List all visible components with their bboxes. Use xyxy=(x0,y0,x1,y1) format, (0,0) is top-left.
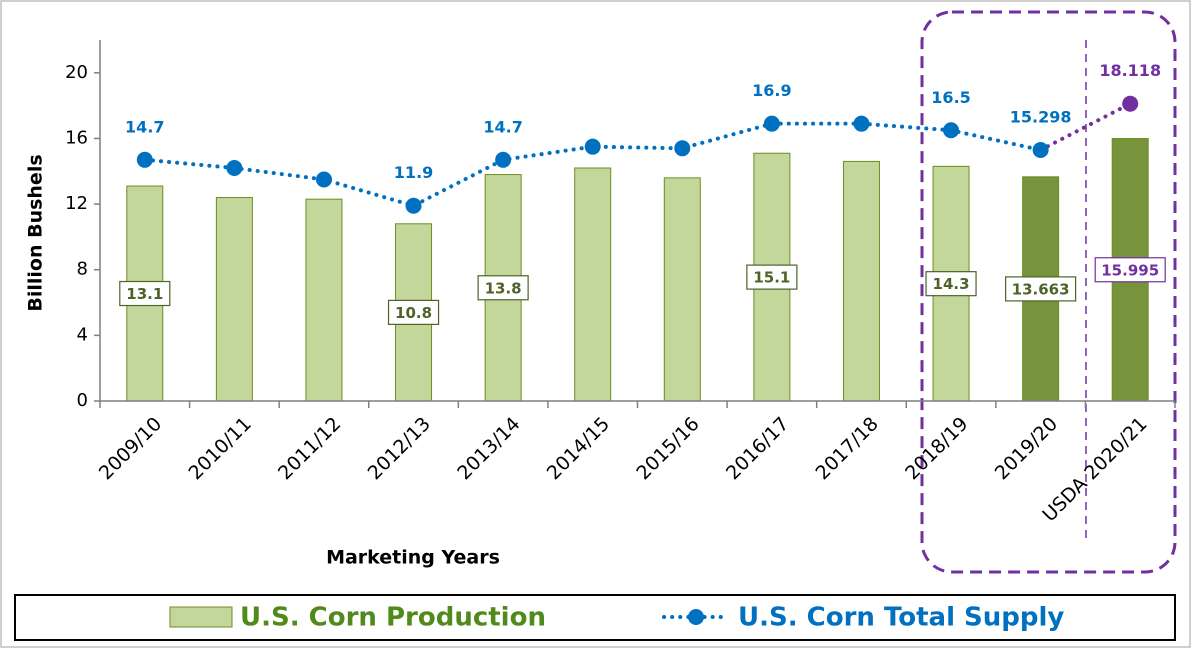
supply-label: 11.9 xyxy=(394,163,433,182)
bar-label: 13.1 xyxy=(126,285,163,303)
legend-swatch xyxy=(169,606,233,628)
supply-point xyxy=(1032,141,1049,158)
supply-label: 14.7 xyxy=(483,117,522,136)
supply-point xyxy=(853,115,870,132)
supply-point xyxy=(136,151,153,168)
bar-label: 14.3 xyxy=(933,275,970,293)
bar-label: 10.8 xyxy=(395,304,432,322)
supply-label: 18.118 xyxy=(1099,61,1161,80)
supply-point xyxy=(584,138,601,155)
bar-label-box xyxy=(746,264,798,290)
y-tick-label: 0 xyxy=(77,390,88,411)
supply-point xyxy=(226,159,243,176)
bar xyxy=(574,167,612,402)
supply-label: 15.298 xyxy=(1010,107,1072,126)
bar-label-box xyxy=(119,280,171,307)
supply-point xyxy=(763,115,780,132)
supply-label: 16.9 xyxy=(752,81,791,100)
y-tick-label: 4 xyxy=(77,324,88,345)
bar-label: 13.663 xyxy=(1012,280,1070,298)
y-tick-label: 8 xyxy=(77,259,88,280)
supply-point xyxy=(405,197,422,214)
bar-label-box xyxy=(387,299,440,325)
bar xyxy=(663,177,701,402)
legend-label: U.S. Corn Total Supply xyxy=(738,603,1064,633)
supply-line xyxy=(1038,101,1133,152)
bar-label-box xyxy=(1094,257,1166,283)
bar-label: 15.1 xyxy=(753,269,790,287)
bar-label-box xyxy=(1005,276,1077,302)
supply-point xyxy=(315,171,332,188)
x-axis-title: Marketing Years xyxy=(326,547,500,569)
bar-label: 15.995 xyxy=(1101,261,1159,279)
supply-point xyxy=(495,151,512,168)
bar xyxy=(842,160,880,402)
y-tick-label: 16 xyxy=(65,127,88,148)
supply-point xyxy=(943,122,960,139)
highlight-box xyxy=(920,10,1177,574)
bar-label: 13.8 xyxy=(485,279,522,297)
supply-label: 14.7 xyxy=(125,117,164,136)
y-tick-label: 20 xyxy=(65,62,88,83)
bar xyxy=(305,198,343,402)
legend-marker xyxy=(688,609,704,625)
bar xyxy=(215,197,253,402)
supply-label: 16.5 xyxy=(931,88,970,107)
supply-point xyxy=(674,140,691,157)
legend-label: U.S. Corn Production xyxy=(240,603,546,633)
bar-label-box xyxy=(925,271,977,297)
y-tick-label: 12 xyxy=(65,193,88,214)
supply-point xyxy=(1122,95,1139,112)
y-axis-title: Billion Bushels xyxy=(25,154,47,311)
bar-label-box xyxy=(477,275,529,301)
